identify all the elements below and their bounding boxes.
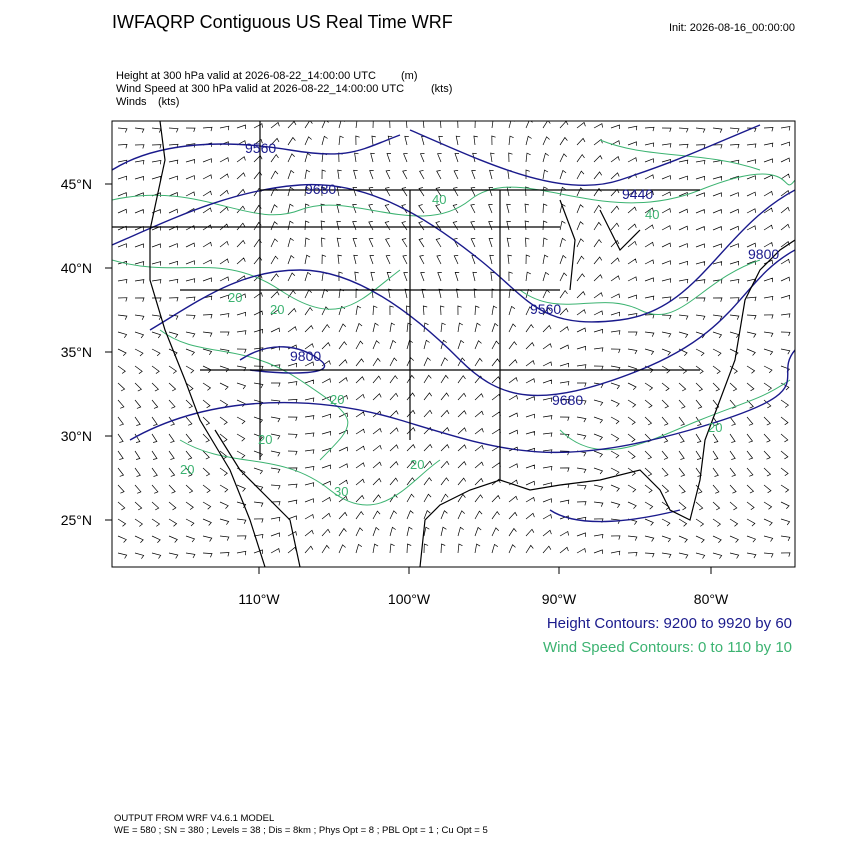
- field-label: Height at 300 hPa valid at 2026-08-22_14…: [116, 70, 376, 82]
- wind-label: 40: [432, 192, 446, 207]
- wind-label: 20: [258, 432, 272, 447]
- wind-label: 20: [708, 420, 722, 435]
- coastlines: [112, 121, 795, 567]
- wind-label: 20: [180, 462, 194, 477]
- height-label: 9560: [530, 301, 561, 317]
- height-contours: [112, 124, 795, 523]
- height-label: 9800: [748, 246, 779, 262]
- wind-label: 20: [330, 392, 344, 407]
- lon-label: 90°W: [542, 591, 577, 607]
- wind-label: 20: [270, 302, 284, 317]
- footer-settings: WE = 580 ; SN = 380 ; Levels = 38 ; Dis …: [114, 825, 488, 836]
- map: 9560 9680 9440 9560 9800 9680 9800 40 40…: [111, 120, 796, 568]
- wind-contours: [112, 139, 795, 506]
- lat-label: 45°N: [61, 176, 92, 192]
- init-time: Init: 2026-08-16_00:00:00: [669, 22, 795, 34]
- height-label: 9800: [290, 348, 321, 364]
- axis-labels: 45°N 40°N 35°N 30°N 25°N 110°W 100°W 90°…: [61, 176, 729, 607]
- lat-label: 25°N: [61, 512, 92, 528]
- height-label: 9680: [552, 392, 583, 408]
- lon-label: 100°W: [388, 591, 431, 607]
- lon-label: 80°W: [694, 591, 729, 607]
- field-label: Wind Speed at 300 hPa valid at 2026-08-2…: [116, 83, 404, 95]
- map-frame: [111, 120, 796, 568]
- lat-label: 30°N: [61, 428, 92, 444]
- height-label: 9560: [245, 140, 276, 156]
- field-units: (kts): [431, 83, 452, 95]
- tick-marks: [105, 183, 712, 574]
- lon-label: 110°W: [238, 591, 280, 607]
- lat-label: 35°N: [61, 344, 92, 360]
- field-units: (m): [401, 70, 418, 82]
- wind-label: 20: [410, 457, 424, 472]
- wind-barbs: [117, 121, 791, 559]
- height-label: 9680: [305, 181, 336, 197]
- legend-wind: Wind Speed Contours: 0 to 110 by 10: [543, 639, 792, 656]
- height-label: 9440: [622, 186, 653, 202]
- wind-label: 30: [334, 484, 348, 499]
- lat-label: 40°N: [61, 260, 92, 276]
- field-label: Winds: [116, 96, 147, 108]
- footer-model: OUTPUT FROM WRF V4.6.1 MODEL: [114, 813, 274, 824]
- field-units: (kts): [158, 96, 179, 108]
- wind-label: 40: [645, 207, 659, 222]
- legend-height: Height Contours: 9200 to 9920 by 60: [547, 615, 792, 632]
- wind-label: 20: [228, 290, 242, 305]
- title: IWFAQRP Contiguous US Real Time WRF: [112, 12, 453, 32]
